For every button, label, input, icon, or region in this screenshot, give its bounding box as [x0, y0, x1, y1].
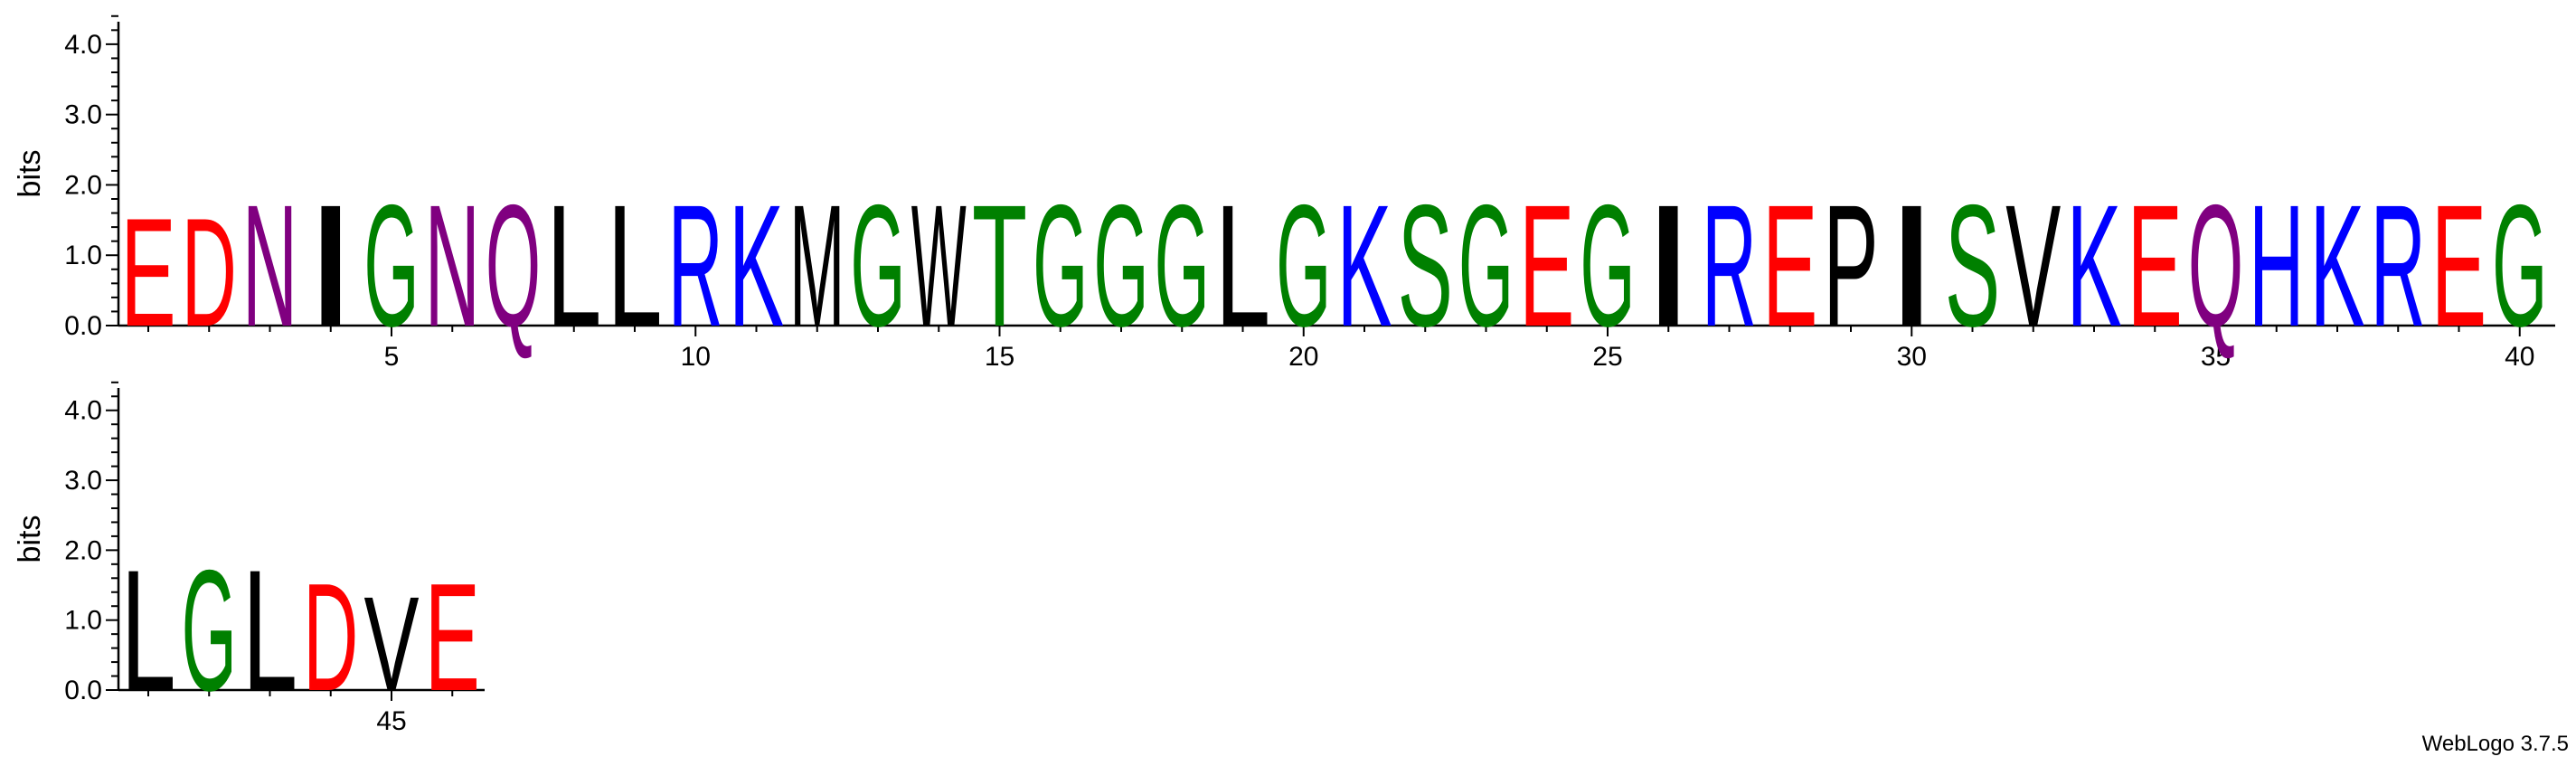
logo-letter-t: T: [972, 169, 1027, 363]
logo-letter-e: E: [120, 187, 175, 360]
y-tick-label: 1.0: [64, 606, 102, 636]
x-tick-label: 10: [681, 342, 711, 372]
x-tick-label: 5: [384, 342, 400, 372]
logo-letter-g: G: [850, 169, 905, 364]
logo-letter-r: R: [668, 170, 723, 363]
logo-letter-g: G: [1580, 169, 1635, 364]
logo-letter-q: Q: [2188, 169, 2243, 364]
logo-letter-q: Q: [486, 169, 541, 364]
logo-letter-s: S: [1945, 168, 2000, 362]
logo-letter-g: G: [1155, 169, 1210, 364]
logo-letter-k: K: [2309, 168, 2364, 362]
x-tick-label: 20: [1288, 342, 1318, 372]
logo-letter-i: I: [1641, 168, 1696, 363]
logo-letter-l: L: [1215, 169, 1270, 364]
logo-letter-d: D: [303, 553, 358, 723]
x-tick-label: 40: [2505, 342, 2534, 372]
y-tick-label: 2.0: [64, 535, 102, 565]
y-tick-label: 2.0: [64, 170, 102, 200]
logo-letter-k: K: [729, 168, 784, 362]
logo-panel-bottom: 0.0 1.0 2.0 3.0 4.0 bits 45 L G L D V E: [13, 381, 485, 736]
logo-letter-w: W: [911, 169, 967, 364]
y-tick-label: 0.0: [64, 311, 102, 341]
logo-letter-e: E: [1762, 168, 1817, 362]
logo-letter-g: G: [1033, 169, 1088, 364]
y-tick-label: 1.0: [64, 241, 102, 270]
y-axis-title: bits: [13, 150, 47, 198]
x-tick-label: 30: [1897, 342, 1927, 372]
logo-letter-l: L: [607, 169, 662, 364]
logo-letter-k: K: [2066, 168, 2121, 362]
logo-letter-g: G: [1276, 169, 1331, 364]
logo-letter-d: D: [182, 185, 237, 358]
y-tick-label: 3.0: [64, 100, 102, 130]
logo-letter-p: P: [1823, 168, 1878, 362]
logo-letter-g: G: [363, 169, 419, 364]
logo-letter-g: G: [1093, 169, 1148, 364]
weblogo-credit: WebLogo 3.7.5: [2421, 732, 2569, 756]
x-tick-label: 15: [985, 342, 1014, 372]
x-tick-label: 45: [376, 706, 406, 736]
logo-letter-v: V: [364, 569, 420, 719]
logo-letter-i: I: [303, 168, 358, 363]
logo-letter-e: E: [1519, 168, 1574, 362]
logo-letter-g: G: [182, 534, 237, 726]
logo-letter-h: H: [2249, 170, 2304, 363]
logo-letter-e: E: [2128, 168, 2183, 362]
logo-letter-i: I: [1884, 168, 1939, 363]
logo-letter-r: R: [1702, 170, 1757, 363]
x-tick-label: 35: [2201, 342, 2231, 372]
y-tick-label: 4.0: [64, 396, 102, 426]
logo-letter-e: E: [2431, 168, 2486, 362]
logo-letter-s: S: [1398, 168, 1453, 362]
logo-letter-g: G: [2492, 169, 2547, 364]
y-tick-label: 4.0: [64, 30, 102, 60]
y-tick-label: 3.0: [64, 466, 102, 496]
x-tick-label: 25: [1592, 342, 1622, 372]
logo-letter-v: V: [2005, 168, 2061, 363]
logo-letter-n: N: [242, 170, 297, 363]
logo-letter-k: K: [1336, 168, 1392, 362]
logo-letter-g: G: [1458, 169, 1514, 364]
logo-letter-l: L: [120, 534, 175, 727]
logo-letter-l: L: [546, 169, 601, 364]
logo-letter-m: M: [789, 168, 845, 363]
logo-letter-e: E: [425, 551, 480, 723]
logo-letter-n: N: [425, 170, 480, 363]
logo-letter-r: R: [2371, 170, 2426, 363]
y-axis-title: bits: [13, 515, 47, 563]
logo-letter-l: L: [242, 534, 297, 727]
y-tick-label: 0.0: [64, 676, 102, 705]
